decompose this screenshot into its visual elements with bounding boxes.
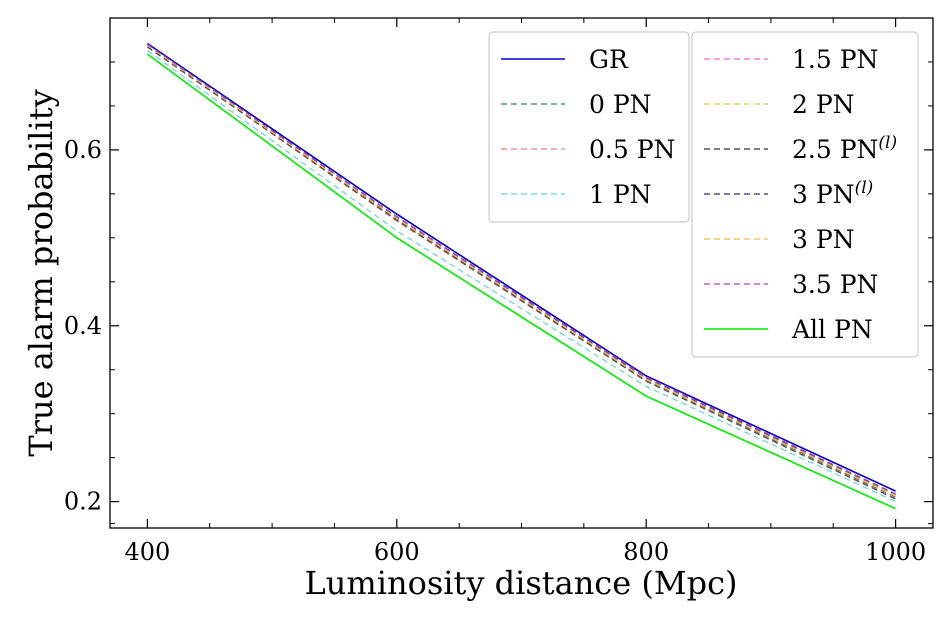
axis-tick-labels: 400 600 800 1000 0.2 0.4 0.6 (64, 136, 926, 566)
legend-label: 3.5 PN (792, 270, 878, 299)
legend-superscript: (l) (878, 133, 897, 153)
legend-box (691, 31, 919, 358)
legend-label: All PN (791, 315, 873, 344)
legend-label: 3 PN (792, 225, 855, 254)
series-line-1-pn (147, 50, 896, 503)
legend-label: 0.5 PN (589, 135, 675, 164)
x-tick-label: 400 (125, 538, 171, 566)
series-line-3-5-pn (147, 43, 896, 495)
y-axis-label: True alarm probability (22, 89, 60, 456)
series-line-2-5-pn-l (147, 46, 896, 500)
legend-superscript: (l) (855, 178, 874, 198)
y-tick-label: 0.2 (64, 488, 102, 516)
legend-label: 0 PN (589, 90, 652, 119)
legend-label: GR (589, 45, 629, 74)
series-line-3-pn (147, 44, 896, 497)
y-tick-label: 0.4 (64, 312, 102, 340)
series-line-all-pn (146, 53, 896, 510)
legend-box (488, 31, 690, 223)
x-tick-label: 600 (374, 538, 420, 566)
legend: GR0 PN0.5 PN1 PN1.5 PN2 PN2.5 PN(l)3 PN(… (488, 31, 919, 358)
series-lines (146, 42, 896, 510)
series-line-gr (146, 42, 896, 492)
legend-label: 1 PN (589, 180, 652, 209)
legend-label: 2 PN (792, 90, 855, 119)
x-tick-label: 1000 (865, 538, 926, 566)
legend-label: 1.5 PN (792, 45, 878, 74)
axis-ticks (110, 17, 933, 528)
y-tick-label: 0.6 (64, 136, 102, 164)
x-tick-label: 800 (623, 538, 669, 566)
x-axis-label: Luminosity distance (Mpc) (305, 564, 738, 602)
